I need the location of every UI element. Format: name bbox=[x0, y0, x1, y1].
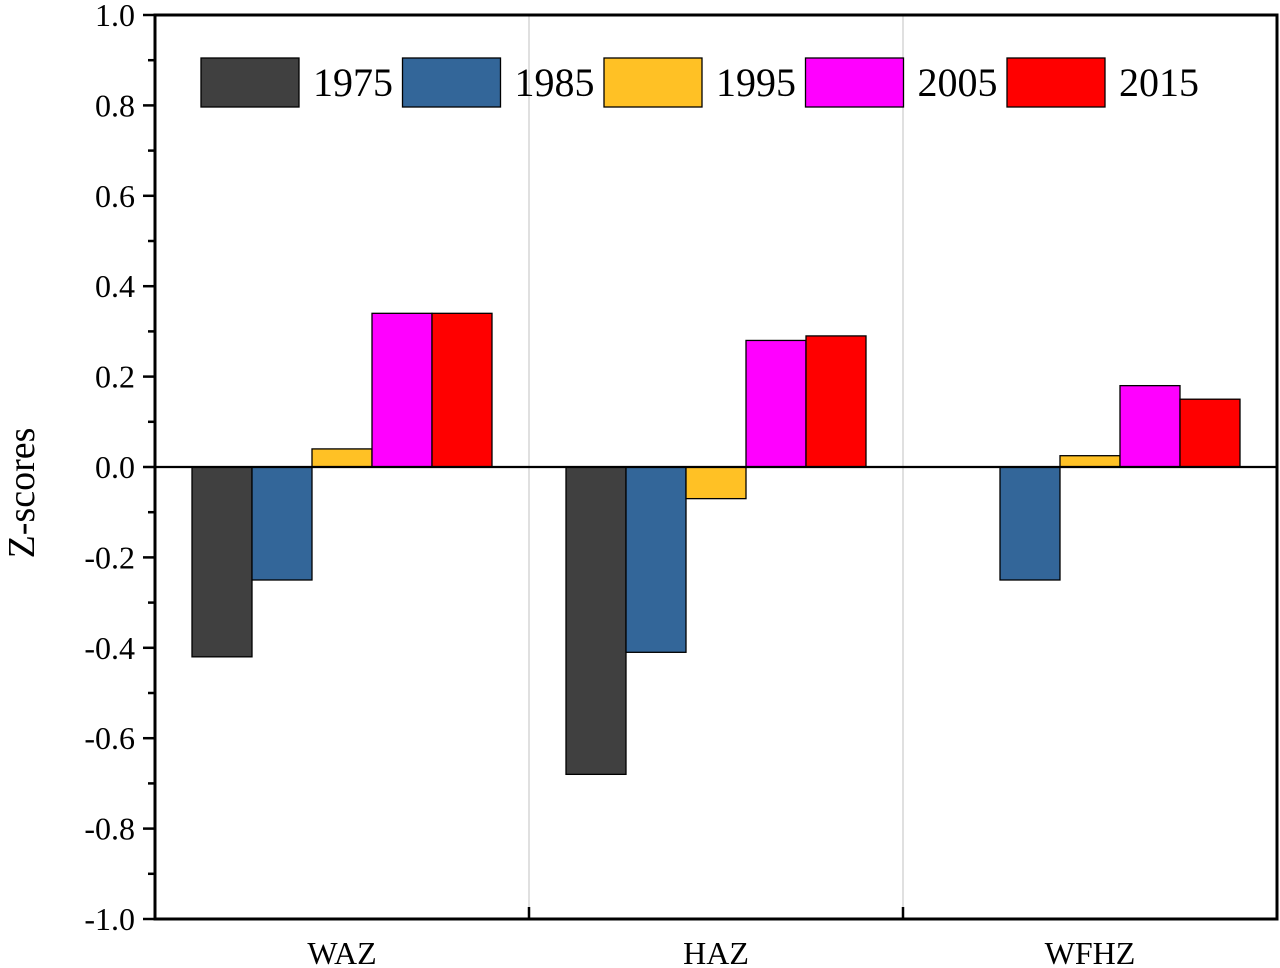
legend-label-2005: 2005 bbox=[918, 60, 998, 105]
legend-label-1985: 1985 bbox=[515, 60, 595, 105]
y-tick-label: 0.6 bbox=[95, 178, 135, 214]
bar-2015-wfhz bbox=[1179, 398, 1241, 468]
y-tick-label: 0.8 bbox=[95, 87, 135, 123]
legend-swatch-1995 bbox=[603, 57, 703, 108]
legend-swatch-1975 bbox=[200, 57, 300, 108]
legend-label-1995: 1995 bbox=[716, 60, 796, 105]
bar-2005-haz bbox=[745, 339, 807, 468]
y-axis-title: Z-scores bbox=[1, 428, 43, 559]
y-tick-label: -1.0 bbox=[84, 901, 135, 937]
legend-swatch-2015 bbox=[1006, 57, 1106, 108]
bar-1985-waz bbox=[251, 466, 313, 581]
y-tick-label: -0.2 bbox=[84, 539, 135, 575]
axes bbox=[143, 13, 1279, 921]
legend-label-2015: 2015 bbox=[1119, 60, 1199, 105]
bar-2015-waz bbox=[431, 312, 493, 468]
bar-2005-wfhz bbox=[1119, 384, 1181, 468]
y-tick-labels: -1.0 -0.8 -0.6 -0.4 -0.2 0.0 0.2 0.4 0.6 0.8 1.0 bbox=[84, 0, 135, 937]
bar-1995-waz bbox=[311, 448, 373, 468]
y-tick-label: 1.0 bbox=[95, 0, 135, 33]
bar-1995-haz bbox=[685, 466, 747, 500]
legend-swatch-2005 bbox=[804, 57, 905, 108]
legend: 1975 1985 1995 2005 2015 bbox=[200, 57, 1199, 108]
bars bbox=[191, 312, 1241, 776]
bar-1975-haz bbox=[565, 466, 627, 776]
bar-1995-wfhz bbox=[1059, 455, 1121, 468]
bar-2015-haz bbox=[805, 335, 867, 468]
legend-label-1975: 1975 bbox=[313, 60, 393, 105]
y-tick-label: -0.8 bbox=[84, 811, 135, 847]
x-tick-label: HAZ bbox=[683, 935, 749, 968]
x-tick-label: WFHZ bbox=[1045, 935, 1136, 968]
bar-1975-waz bbox=[191, 466, 253, 658]
y-tick-label: -0.4 bbox=[84, 630, 135, 666]
y-tick-label: 0.2 bbox=[95, 359, 135, 395]
y-tick-label: -0.6 bbox=[84, 720, 135, 756]
x-tick-labels: WAZ HAZ WFHZ bbox=[307, 935, 1135, 968]
x-tick-label: WAZ bbox=[307, 935, 376, 968]
bar-2005-waz bbox=[371, 312, 433, 468]
bar-1985-haz bbox=[625, 466, 687, 653]
legend-swatch-1985 bbox=[401, 57, 502, 108]
y-tick-label: 0.4 bbox=[95, 268, 135, 304]
bar-1985-wfhz bbox=[999, 466, 1061, 581]
y-tick-label: 0.0 bbox=[95, 449, 135, 485]
